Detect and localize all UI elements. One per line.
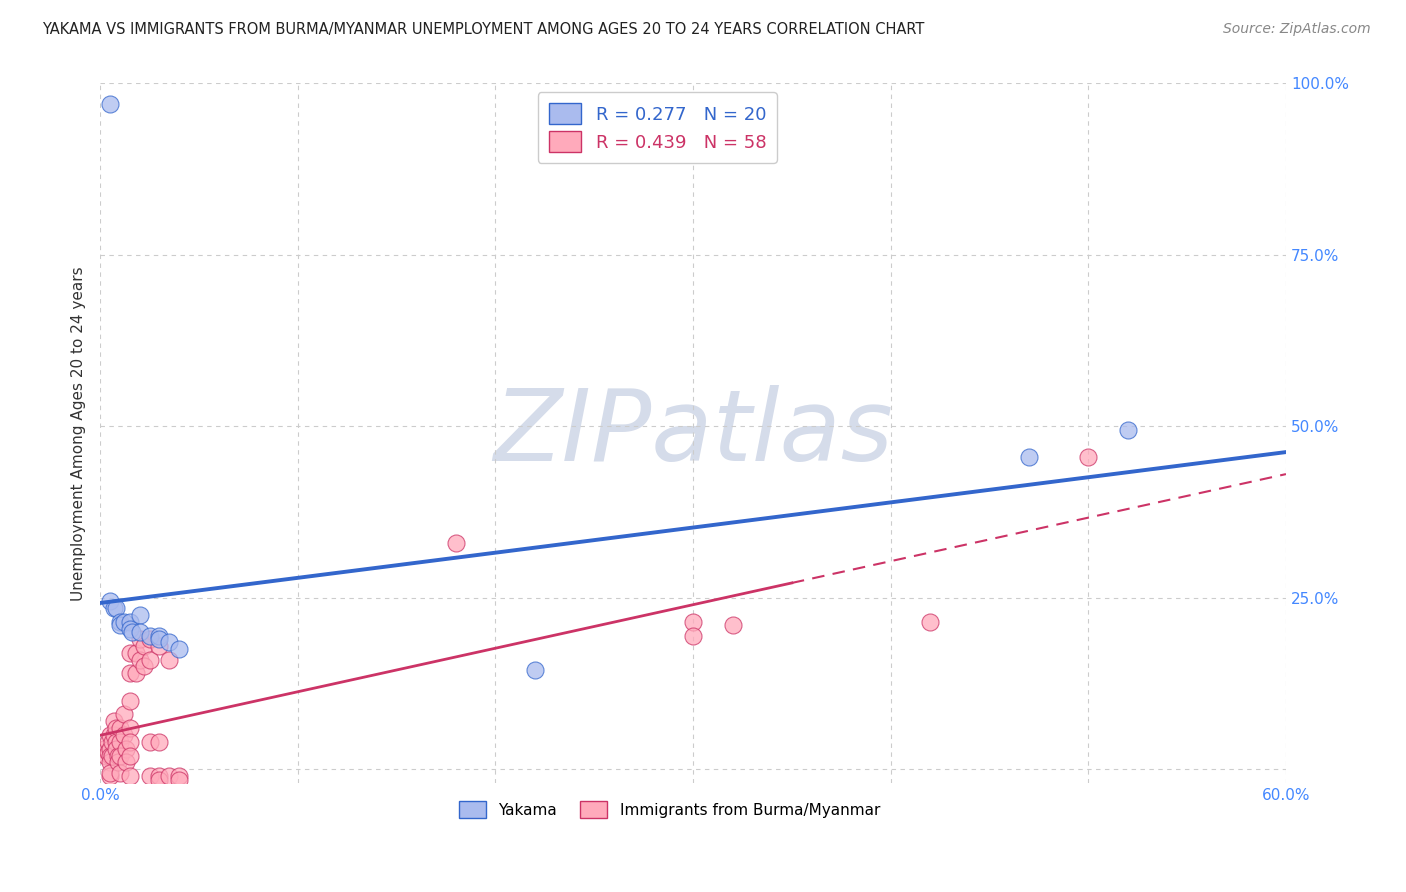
Point xyxy=(114,756,136,770)
Point xyxy=(108,721,131,735)
Point xyxy=(157,635,180,649)
Point xyxy=(107,748,129,763)
Point xyxy=(118,666,141,681)
Point xyxy=(114,741,136,756)
Point xyxy=(148,772,170,787)
Point xyxy=(128,632,150,646)
Point xyxy=(98,741,121,756)
Point xyxy=(94,748,117,763)
Legend: Yakama, Immigrants from Burma/Myanmar: Yakama, Immigrants from Burma/Myanmar xyxy=(453,795,886,824)
Point xyxy=(920,615,942,629)
Point xyxy=(108,765,131,780)
Point xyxy=(118,721,141,735)
Point xyxy=(118,735,141,749)
Point xyxy=(128,652,150,666)
Point xyxy=(167,642,190,657)
Point xyxy=(167,772,190,787)
Point xyxy=(103,714,125,729)
Point xyxy=(157,652,180,666)
Point xyxy=(98,756,121,770)
Point xyxy=(98,769,121,783)
Point xyxy=(97,745,120,759)
Point xyxy=(118,615,141,629)
Point xyxy=(98,728,121,742)
Point xyxy=(138,632,160,646)
Point xyxy=(121,625,143,640)
Point xyxy=(118,694,141,708)
Point xyxy=(98,765,121,780)
Y-axis label: Unemployment Among Ages 20 to 24 years: Unemployment Among Ages 20 to 24 years xyxy=(72,266,86,600)
Point xyxy=(104,741,127,756)
Point xyxy=(103,601,125,615)
Point xyxy=(138,652,160,666)
Point xyxy=(721,618,744,632)
Point xyxy=(101,735,124,749)
Point xyxy=(98,97,121,112)
Point xyxy=(118,622,141,636)
Point xyxy=(138,629,160,643)
Text: YAKAMA VS IMMIGRANTS FROM BURMA/MYANMAR UNEMPLOYMENT AMONG AGES 20 TO 24 YEARS C: YAKAMA VS IMMIGRANTS FROM BURMA/MYANMAR … xyxy=(42,22,925,37)
Point xyxy=(682,615,704,629)
Point xyxy=(104,735,127,749)
Point xyxy=(138,735,160,749)
Point xyxy=(108,618,131,632)
Point xyxy=(148,639,170,653)
Point xyxy=(104,601,127,615)
Point xyxy=(108,615,131,629)
Point xyxy=(98,594,121,608)
Point xyxy=(103,728,125,742)
Text: ZIPatlas: ZIPatlas xyxy=(494,384,893,482)
Point xyxy=(128,607,150,622)
Point xyxy=(167,769,190,783)
Point xyxy=(101,748,124,763)
Point xyxy=(523,663,546,677)
Point xyxy=(148,735,170,749)
Point xyxy=(108,748,131,763)
Point xyxy=(157,769,180,783)
Point xyxy=(138,769,160,783)
Text: Source: ZipAtlas.com: Source: ZipAtlas.com xyxy=(1223,22,1371,37)
Point xyxy=(97,735,120,749)
Point xyxy=(112,728,135,742)
Point xyxy=(1018,450,1040,465)
Point xyxy=(118,769,141,783)
Point xyxy=(125,666,148,681)
Point xyxy=(444,536,467,550)
Point xyxy=(1116,423,1139,437)
Point xyxy=(112,707,135,722)
Point xyxy=(1077,450,1099,465)
Point xyxy=(128,625,150,640)
Point xyxy=(112,615,135,629)
Point xyxy=(148,629,170,643)
Point xyxy=(132,639,155,653)
Point xyxy=(118,748,141,763)
Point xyxy=(682,629,704,643)
Point xyxy=(132,659,155,673)
Point xyxy=(125,646,148,660)
Point xyxy=(148,769,170,783)
Point xyxy=(93,741,115,756)
Point xyxy=(118,646,141,660)
Point xyxy=(104,721,127,735)
Point xyxy=(108,735,131,749)
Point xyxy=(107,756,129,770)
Point xyxy=(148,632,170,646)
Point xyxy=(98,748,121,763)
